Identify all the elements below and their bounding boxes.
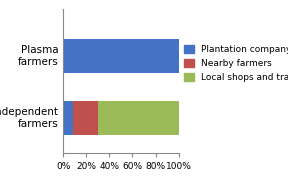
Bar: [63, 101, 73, 135]
Legend: Plantation company, Nearby farmers, Local shops and traders: Plantation company, Nearby farmers, Loca…: [181, 41, 288, 86]
Bar: [98, 101, 179, 135]
Bar: [73, 101, 98, 135]
Bar: [63, 39, 179, 73]
